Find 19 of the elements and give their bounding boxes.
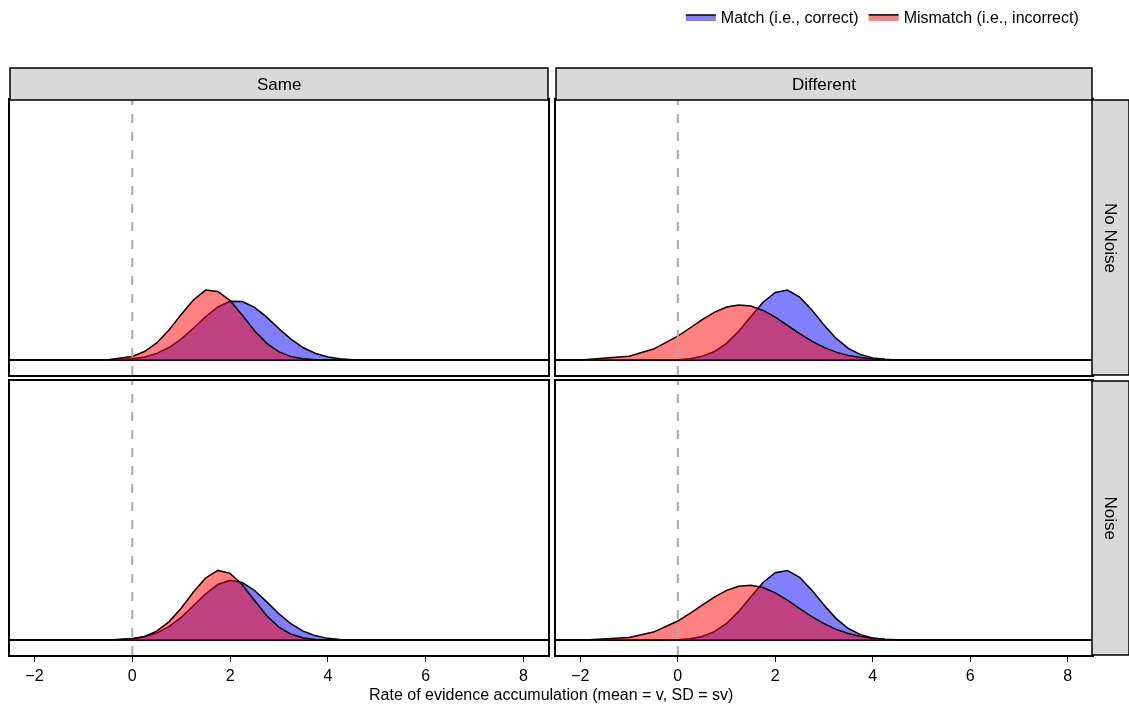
text: Noise <box>1100 496 1120 540</box>
x-tick-label: 6 <box>965 666 975 684</box>
x-tick-label: 8 <box>1063 666 1073 684</box>
x-tick-label: 8 <box>519 666 529 684</box>
x-tick-label: 0 <box>127 666 137 684</box>
x-tick-label: 4 <box>868 666 878 684</box>
text: No Noise <box>1101 203 1120 273</box>
x-axis-title: Rate of evidence accumulation (mean = v, SD = sv) <box>369 686 734 703</box>
x-tick-label: 2 <box>225 666 235 684</box>
x-tick-label: −2 <box>25 666 44 684</box>
x-tick-label: −2 <box>571 666 590 684</box>
chart-title: Different <box>792 75 857 94</box>
x-tick-label: 4 <box>323 666 333 684</box>
x-tick-label: 2 <box>770 666 780 684</box>
legend-label: Mismatch (i.e., incorrect) <box>903 9 1079 27</box>
legend-label: Match (i.e., correct) <box>720 9 859 27</box>
x-tick-label: 6 <box>421 666 431 684</box>
chart-title: Same <box>257 75 302 94</box>
x-tick-label: 0 <box>673 666 683 684</box>
